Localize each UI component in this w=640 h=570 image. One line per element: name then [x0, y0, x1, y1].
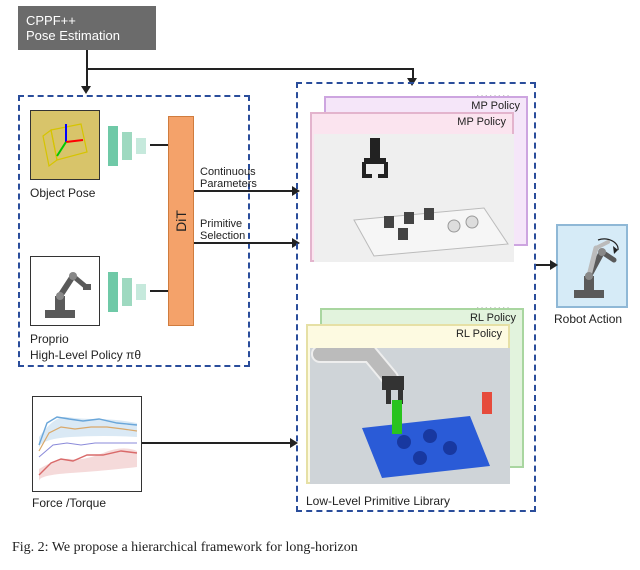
force-torque-label: Force /Torque — [32, 496, 106, 510]
object-pose-image — [30, 110, 100, 180]
rl-card-back-label: RL Policy — [470, 312, 516, 324]
object-pose-svg — [31, 110, 99, 180]
line-enc2-dit — [150, 290, 168, 292]
rl-card-front: RL Policy — [306, 324, 510, 484]
arrow-force-right — [142, 442, 292, 444]
rl-scene-svg — [310, 348, 510, 484]
arrow-header-down-head — [81, 86, 91, 94]
line-enc1-dit — [150, 144, 168, 146]
cppf-header: CPPF++ Pose Estimation — [18, 6, 156, 50]
cppf-line2: Pose Estimation — [26, 28, 156, 43]
primitive-label: Primitive Selection — [200, 218, 245, 242]
proprio-svg — [31, 256, 99, 326]
dit-label: DiT — [173, 210, 189, 232]
encoder-bottom-svg — [108, 268, 150, 316]
mp-scene-svg — [314, 134, 514, 262]
continuous-text: Continuous Parameters — [200, 166, 257, 190]
cppf-line1: CPPF++ — [26, 13, 156, 28]
encoder-bottom — [108, 268, 150, 321]
proprio-label: Proprio — [30, 332, 69, 346]
primitive-text: Primitive Selection — [200, 218, 245, 242]
mp-card-front-label: MP Policy — [457, 116, 506, 128]
rl-card-front-label: RL Policy — [456, 328, 502, 340]
mp-card-back-label: MP Policy — [471, 100, 520, 112]
arrow-ll-robot-head — [550, 260, 558, 270]
arrow-force-right-head — [290, 438, 298, 448]
force-torque-box — [32, 396, 142, 492]
arrow-primitive — [194, 242, 294, 244]
robot-action-label: Robot Action — [554, 312, 622, 326]
arrow-header-right — [86, 68, 414, 70]
figure-caption: Fig. 2: We propose a hierarchical framew… — [12, 540, 358, 556]
proprio-image — [30, 256, 100, 326]
encoder-top — [108, 122, 150, 175]
arrow-continuous — [194, 190, 294, 192]
mp-card-front: MP Policy — [310, 112, 514, 262]
robot-action-svg — [558, 226, 630, 310]
force-torque-svg — [33, 397, 143, 493]
continuous-label: Continuous Parameters — [200, 166, 257, 190]
ll-footer: Low-Level Primitive Library — [306, 494, 450, 508]
encoder-top-svg — [108, 122, 150, 170]
robot-action-box — [556, 224, 628, 308]
hl-footer-text: High-Level Policy πθ — [30, 348, 141, 362]
hl-footer: High-Level Policy πθ — [30, 348, 141, 362]
object-pose-label: Object Pose — [30, 186, 95, 200]
dit-block: DiT — [168, 116, 194, 326]
